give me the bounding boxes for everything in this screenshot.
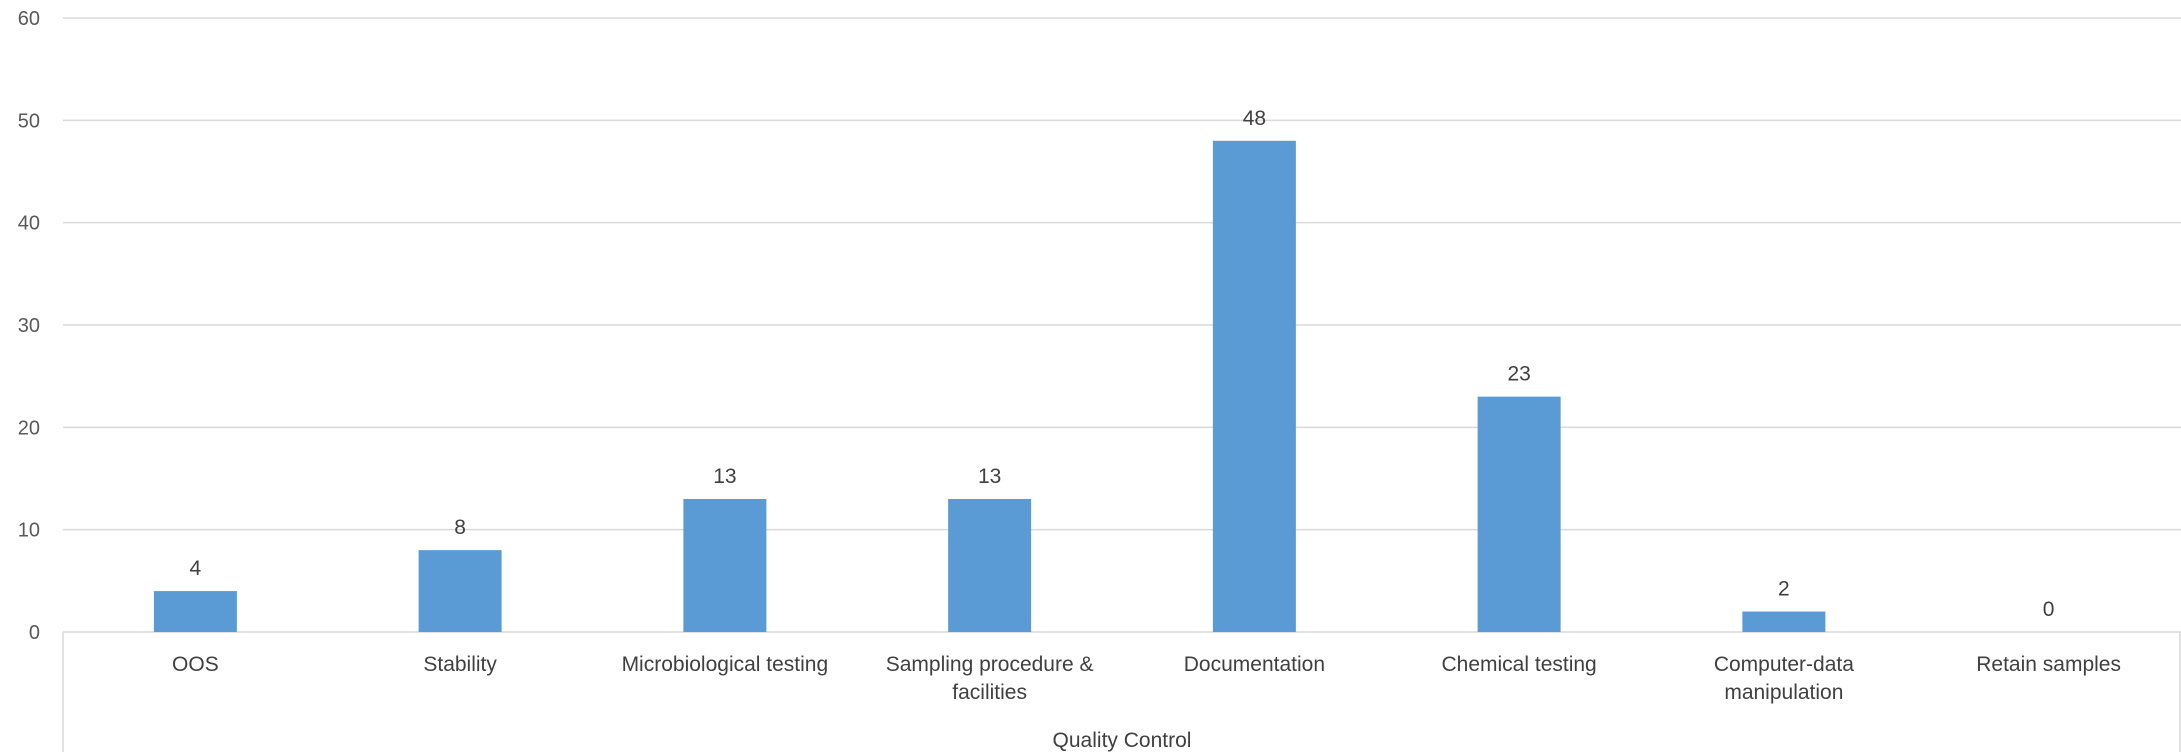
bar: [683, 498, 767, 632]
data-label: 48: [1243, 107, 1266, 130]
y-tick-label: 10: [18, 520, 40, 542]
data-label: 23: [1507, 363, 1530, 386]
bar: [1212, 140, 1296, 633]
category-label: manipulation: [1724, 681, 1843, 704]
category-label: OOS: [172, 653, 219, 676]
data-label: 13: [713, 465, 736, 488]
data-label: 8: [454, 516, 466, 539]
category-label: Chemical testing: [1442, 653, 1597, 676]
gridlines: [63, 17, 2181, 531]
category-label: Retain samples: [1976, 653, 2121, 676]
y-tick-label: 30: [18, 315, 40, 337]
y-axis-tick-labels: 0 10 20 30 40 50 60: [18, 8, 40, 644]
data-label: 0: [2043, 598, 2055, 621]
category-label: Computer-data: [1714, 653, 1854, 676]
category-axis: [62, 631, 2181, 752]
group-label: Quality Control: [1053, 729, 1192, 752]
y-tick-label: 60: [18, 8, 40, 30]
bar: [1477, 396, 1561, 632]
data-label: 13: [978, 465, 1001, 488]
bar: [153, 591, 237, 632]
bar: [1742, 611, 1826, 632]
category-label: Documentation: [1184, 653, 1325, 676]
data-label: 2: [1778, 578, 1790, 601]
category-labels: OOS Stability Microbiological testing Sampl…: [172, 653, 2121, 704]
data-label: 4: [190, 557, 202, 580]
category-label: Sampling procedure &: [886, 653, 1094, 676]
bar: [948, 498, 1032, 632]
y-tick-label: 20: [18, 417, 40, 439]
bars: [153, 140, 1826, 633]
category-label: facilities: [952, 681, 1027, 704]
category-label: Stability: [423, 653, 497, 676]
bar: [418, 550, 502, 632]
category-label: Microbiological testing: [622, 653, 829, 676]
y-tick-label: 50: [18, 110, 40, 132]
y-tick-label: 0: [29, 622, 40, 644]
y-tick-label: 40: [18, 213, 40, 235]
